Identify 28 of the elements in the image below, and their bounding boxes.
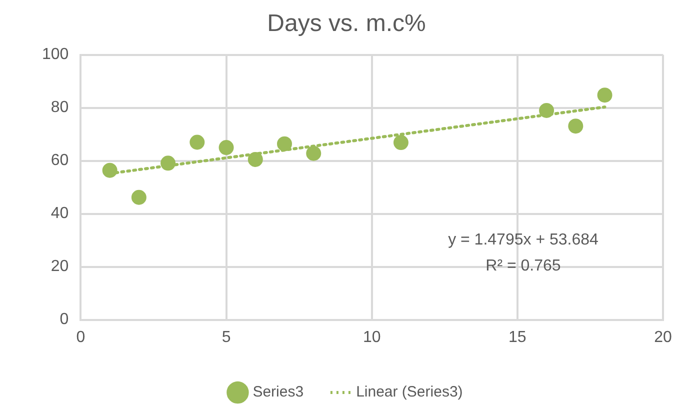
point xyxy=(131,190,146,205)
point xyxy=(102,162,118,178)
y-tick-label: 100 xyxy=(42,46,69,64)
point xyxy=(277,136,292,152)
x-tick-label: 0 xyxy=(76,328,86,346)
y-tick-label: 0 xyxy=(60,311,69,328)
chart-title: Days vs. m.c% xyxy=(267,10,426,38)
x-tick-label: 20 xyxy=(654,328,672,346)
y-tick-label: 80 xyxy=(50,99,69,116)
x-tick-label: 10 xyxy=(362,328,381,346)
x-tick-label: 5 xyxy=(222,328,231,346)
point xyxy=(218,140,234,156)
x-tick-label: 15 xyxy=(508,328,526,346)
point xyxy=(160,156,176,171)
legend-label: Series3 xyxy=(252,384,304,401)
legend-label: Linear (Series3) xyxy=(356,384,463,401)
annotation: y = 1.4795x + 53.684 xyxy=(448,232,599,249)
annotation: R² = 0.765 xyxy=(486,258,561,275)
y-tick-label: 60 xyxy=(50,152,69,170)
point xyxy=(248,152,263,167)
y-tick-label: 40 xyxy=(50,205,69,222)
y-tick-label: 20 xyxy=(50,258,69,276)
point xyxy=(597,88,612,103)
point xyxy=(393,135,408,150)
point xyxy=(539,102,554,118)
point xyxy=(306,146,322,161)
point xyxy=(568,118,584,134)
point xyxy=(190,134,205,150)
